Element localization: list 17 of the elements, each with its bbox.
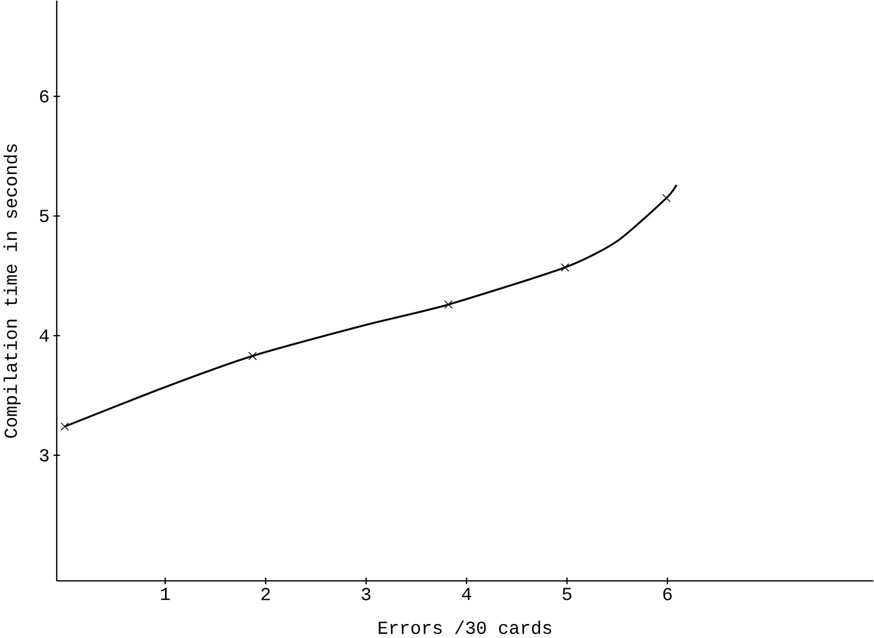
- x-axis-title: Errors /30 cards: [378, 620, 552, 634]
- line-series: [64, 184, 678, 428]
- x-tick-label: 5: [562, 588, 572, 600]
- point: [248, 352, 257, 360]
- x-tick-label: 1: [161, 588, 170, 600]
- x-tick-label: 4: [462, 588, 472, 600]
- x-tick-label: 2: [261, 588, 270, 600]
- point: [444, 300, 453, 309]
- y-tick-label: 6: [40, 90, 49, 103]
- x-tick-label: 6: [663, 588, 672, 600]
- point: [560, 263, 570, 272]
- x-tick-label: 3: [362, 588, 370, 600]
- y-tick-label: 4: [40, 330, 49, 342]
- y-axis-title: Compilation time in seconds: [4, 144, 21, 438]
- point: [60, 422, 69, 431]
- y-tick-label: 3: [40, 449, 49, 462]
- y-tick-label: 5: [40, 210, 49, 222]
